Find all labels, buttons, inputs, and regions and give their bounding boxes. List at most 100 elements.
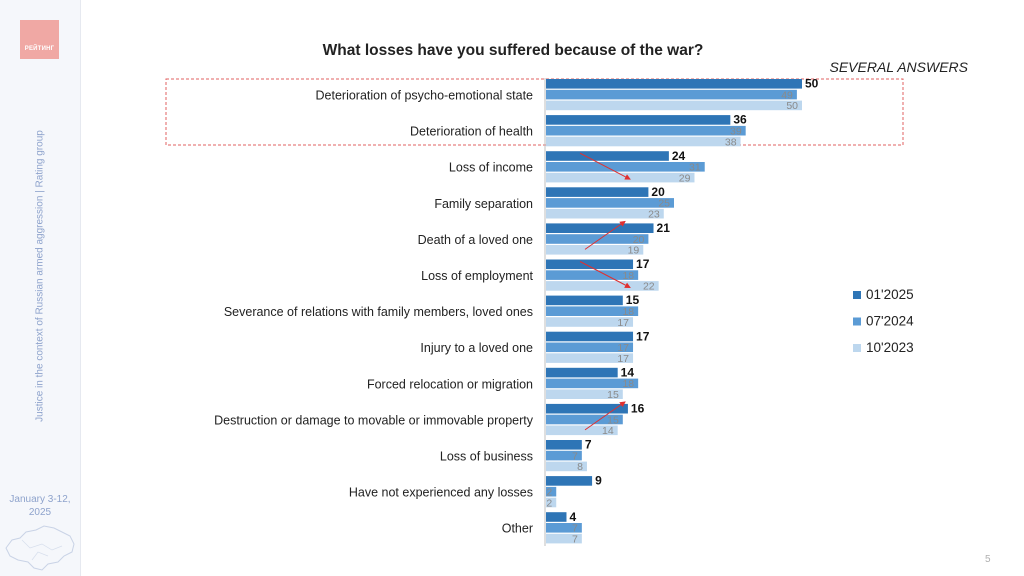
bar	[546, 476, 593, 486]
category-label: Family separation	[434, 197, 533, 211]
data-label: 14	[602, 425, 614, 437]
data-label: 36	[733, 113, 747, 127]
bar	[546, 172, 695, 183]
data-label: 8	[577, 461, 583, 473]
bar	[546, 367, 618, 378]
bar	[546, 403, 628, 414]
data-label: 22	[643, 281, 655, 293]
data-label: 18	[622, 270, 634, 282]
bar	[546, 100, 802, 111]
data-label: 19	[628, 245, 640, 257]
bar	[546, 450, 582, 461]
bar	[546, 389, 623, 399]
data-label: 25	[658, 198, 670, 210]
data-label: 50	[786, 100, 798, 112]
data-label: 17	[636, 329, 650, 343]
bar	[546, 89, 797, 100]
data-label: 20	[651, 185, 665, 199]
legend-label: 01'2025	[866, 287, 914, 302]
data-label: 23	[648, 209, 660, 221]
data-label: 49	[781, 89, 793, 101]
ukraine-map-icon	[5, 525, 75, 571]
logo-text: РЕЙТИНГ	[24, 46, 55, 52]
data-label: 15	[607, 389, 619, 401]
data-label: 7	[572, 533, 578, 545]
bar	[546, 79, 802, 89]
data-label: 17	[617, 317, 629, 329]
bar	[546, 208, 664, 219]
category-label: Deterioration of psycho-emotional state	[316, 89, 534, 103]
chart-title: What losses have you suffered because of…	[323, 42, 704, 59]
bar	[546, 533, 582, 544]
data-label: 39	[730, 126, 742, 138]
legend-label: 07'2024	[866, 314, 914, 329]
bar	[546, 497, 557, 508]
bar	[546, 151, 669, 161]
bar	[546, 115, 731, 125]
bar	[546, 486, 557, 497]
bar	[546, 342, 634, 353]
rating-logo: РЕЙТИНГ	[20, 20, 59, 59]
data-label: 50	[805, 77, 819, 91]
bar	[546, 317, 634, 327]
category-label: Other	[502, 522, 533, 536]
data-label: 17	[636, 257, 650, 271]
chart-legend: 01'2025 07'2024 10'2023	[853, 287, 914, 355]
data-label: 17	[617, 353, 629, 365]
bars-layer: Deterioration of psycho-emotional state 5…	[214, 77, 819, 546]
page-number: 5	[985, 554, 991, 565]
data-label: 4	[569, 510, 576, 524]
bar	[546, 245, 644, 255]
legend-swatch	[853, 291, 861, 299]
category-label: Severance of relations with family membe…	[224, 305, 533, 319]
bar	[546, 234, 649, 244]
category-label: Loss of business	[440, 450, 533, 464]
trend-arrow-up	[584, 220, 626, 250]
data-label: 7	[572, 523, 578, 535]
category-label: Injury to a loved one	[420, 341, 533, 355]
data-label: 31	[689, 162, 701, 174]
sidebar: РЕЙТИНГ Justice in the context of Russia…	[0, 0, 81, 576]
bar	[546, 512, 567, 522]
trend-arrow-up	[584, 401, 626, 431]
bar	[546, 414, 623, 425]
bar	[546, 198, 674, 208]
data-label: 7	[585, 438, 592, 452]
survey-date: January 3-12, 2025	[9, 494, 71, 518]
bar	[546, 281, 659, 291]
data-label: 14	[621, 365, 635, 379]
bar	[546, 187, 649, 197]
trend-arrow-down	[579, 152, 631, 180]
data-label: 16	[631, 402, 645, 416]
category-label: Destruction or damage to movable or immo…	[214, 413, 534, 427]
legend-swatch	[853, 317, 861, 326]
data-label: 17	[617, 342, 629, 354]
category-label: Deterioration of health	[410, 125, 533, 139]
data-label: 18	[622, 306, 634, 318]
data-label: 21	[657, 221, 671, 235]
data-label: 24	[672, 149, 686, 163]
data-label: 29	[679, 172, 691, 184]
bar	[546, 223, 654, 233]
bar	[546, 270, 639, 280]
category-label: Have not experienced any losses	[349, 486, 533, 500]
data-label: 2	[546, 487, 552, 499]
bar	[546, 306, 639, 316]
data-label: 20	[633, 234, 645, 246]
data-label: 18	[622, 378, 634, 390]
bar	[546, 259, 634, 270]
data-label: 9	[595, 474, 602, 488]
legend-swatch	[853, 344, 861, 352]
trend-arrow-down	[579, 261, 631, 288]
bar	[546, 125, 746, 136]
bar	[546, 353, 634, 363]
data-label: 2	[546, 497, 552, 509]
data-label: 15	[626, 293, 640, 307]
highlight-box	[165, 78, 904, 146]
data-label: 38	[725, 136, 737, 148]
category-label: Forced relocation or migration	[367, 377, 533, 391]
bar	[546, 331, 634, 342]
category-label: Death of a loved one	[418, 233, 533, 247]
bar	[546, 440, 582, 450]
